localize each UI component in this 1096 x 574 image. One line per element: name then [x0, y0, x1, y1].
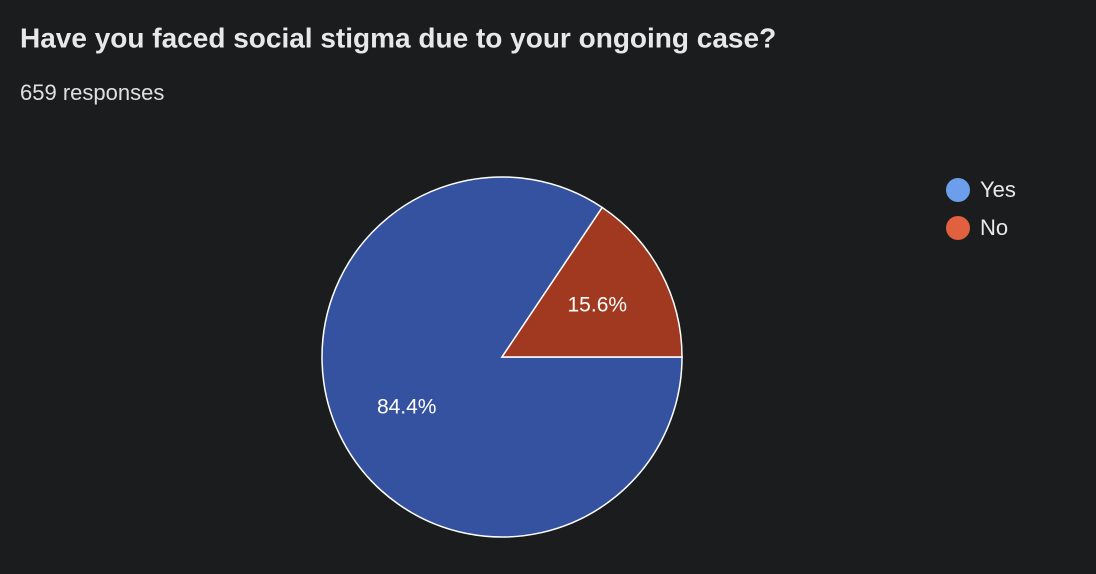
legend-label: Yes [980, 177, 1016, 202]
pie-slice [500, 206, 683, 358]
value-label: 15.6% [568, 294, 628, 317]
chart-subtitle: 659 responses [20, 80, 164, 105]
legend-swatch [946, 178, 970, 202]
chart-title: Have you faced social stigma due to your… [20, 22, 776, 53]
value-label: 84.4% [377, 395, 437, 418]
legend-swatch [946, 216, 970, 240]
legend-label: No [980, 215, 1008, 240]
